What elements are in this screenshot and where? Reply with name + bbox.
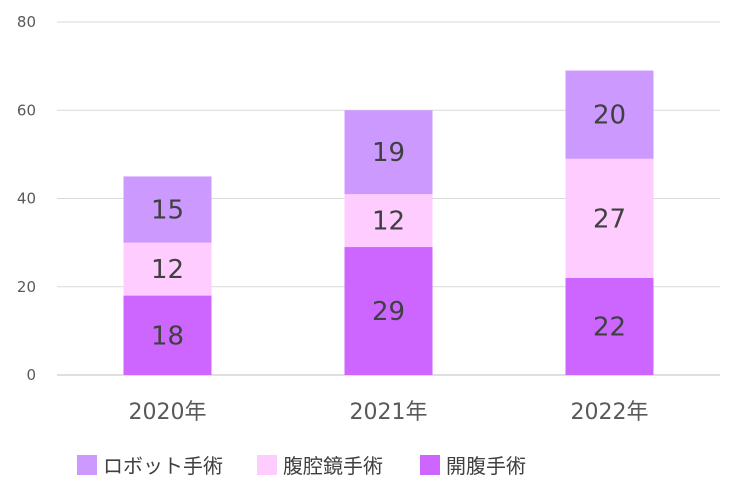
legend-swatch xyxy=(257,455,277,475)
data-label: 22 xyxy=(593,312,626,342)
legend-label: 腹腔鏡手術 xyxy=(283,454,383,478)
bar-segment xyxy=(565,70,654,159)
bar-segment xyxy=(344,194,433,248)
y-tick-label: 60 xyxy=(17,101,36,119)
data-label: 12 xyxy=(151,255,184,285)
data-label: 15 xyxy=(151,196,184,226)
bar-segment xyxy=(123,295,212,375)
legend-swatch xyxy=(420,455,440,475)
y-tick-label: 40 xyxy=(17,190,36,208)
data-label: 12 xyxy=(372,207,405,237)
y-tick-label: 0 xyxy=(26,366,36,384)
x-tick-label: 2020年 xyxy=(129,400,207,425)
bar-segment xyxy=(565,158,654,278)
legend-swatch xyxy=(77,455,97,475)
data-label: 29 xyxy=(372,297,405,327)
data-label: 19 xyxy=(372,138,405,168)
data-label: 27 xyxy=(593,204,626,234)
bar-segment xyxy=(123,242,212,296)
bar-segment xyxy=(344,247,433,375)
y-tick-label: 80 xyxy=(17,13,36,31)
legend-label: 開腹手術 xyxy=(446,454,526,478)
legend-label: ロボット手術 xyxy=(103,454,223,478)
bar-segment xyxy=(565,277,654,375)
x-tick-label: 2022年 xyxy=(571,400,649,425)
data-label: 18 xyxy=(151,321,184,351)
data-label: 20 xyxy=(593,101,626,131)
x-tick-label: 2021年 xyxy=(350,400,428,425)
bar-segment xyxy=(123,176,212,243)
y-tick-label: 20 xyxy=(17,278,36,296)
bar-segment xyxy=(344,110,433,195)
